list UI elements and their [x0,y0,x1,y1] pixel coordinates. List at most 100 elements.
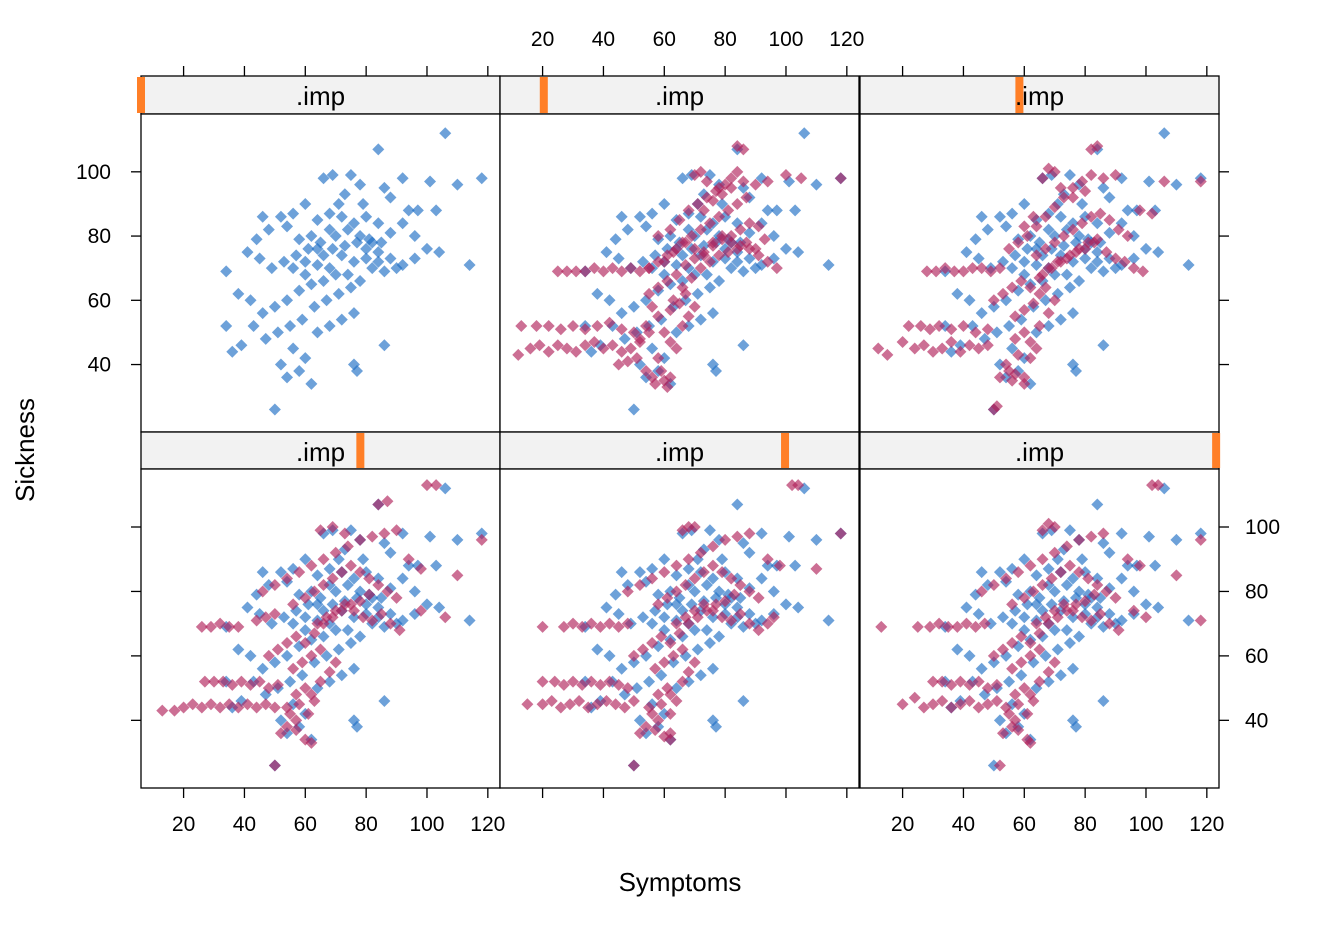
imputed-point [533,339,546,352]
imputed-point [664,727,677,740]
imputed-point [954,675,967,688]
imputed-point [670,342,683,355]
imputed-point [670,559,683,572]
imputed-point [676,643,689,656]
observed-point [1018,197,1031,210]
imputed-point [945,701,958,714]
imputed-point [927,698,940,711]
imputed-point [664,733,677,746]
imputed-point [779,169,792,182]
imputed-point [792,479,805,492]
observed-point [975,307,988,320]
observed-point [1079,252,1092,265]
observed-point [329,230,342,243]
imputed-point [268,759,281,772]
imputed-point [957,265,970,278]
imputed-point [911,620,924,633]
observed-point [341,624,354,637]
y-tick-label: 40 [1245,709,1268,732]
y-tick-label: 60 [88,289,111,312]
x-tick-label: 20 [172,813,195,836]
observed-point [1003,675,1016,688]
imputed-point [740,191,753,204]
observed-point [274,210,287,223]
imputed-point [554,701,567,714]
imputed-point [1048,656,1061,669]
observed-point [1048,230,1061,243]
observed-point [1073,585,1086,598]
imputed-point [287,598,300,611]
imputed-point [381,495,394,508]
observed-point [1063,637,1076,649]
observed-point [743,608,756,620]
imputed-point [655,630,668,643]
imputed-point [600,695,613,707]
observed-point [987,656,1000,669]
observed-point [1182,258,1195,271]
imputed-point [296,656,309,669]
imputed-point [936,342,949,355]
imputed-point [1082,236,1095,249]
imputed-point [1021,230,1034,243]
imputed-point [627,326,640,339]
observed-point [366,236,379,249]
imputed-point [1018,220,1031,233]
observed-point [360,242,373,255]
imputed-point [749,178,762,191]
observed-point [341,268,354,281]
imputed-point [475,533,488,546]
imputed-point [536,675,549,688]
observed-point [284,675,297,688]
observed-point [664,230,677,243]
imputed-point [975,262,988,275]
imputed-point [743,617,756,630]
observed-point [688,624,701,637]
imputed-point [582,701,595,714]
observed-point [375,236,388,249]
imputed-point [624,262,637,275]
imputed-point [281,720,294,733]
observed-point [618,332,631,345]
imputed-point [1066,223,1079,236]
observed-point [287,342,300,355]
imputed-point [643,287,656,300]
imputed-point [1033,287,1046,300]
observed-point [646,207,659,220]
x-tick-label: 20 [891,813,914,836]
x-tick-label: 20 [531,28,554,51]
observed-point [408,230,421,243]
imputed-point [664,336,677,349]
observed-point [226,345,239,358]
observed-point [783,530,796,543]
imputed-point [761,617,774,630]
imputed-point [1012,566,1025,579]
imputed-point [908,342,921,355]
imputed-point [652,281,665,294]
imputed-point [420,479,433,492]
imputed-point [326,572,339,585]
imputed-point [770,262,783,275]
imputed-point [305,736,318,749]
imputed-point [685,271,698,284]
observed-point [323,207,336,220]
observed-point [396,217,409,230]
imputed-point [917,701,930,714]
imputed-point [719,595,732,608]
imputed-point [1009,332,1022,345]
imputed-point [293,698,306,711]
strip-background [140,75,501,115]
imputed-point [588,262,601,275]
axes-layer: 20 40 60 80 100 120 20 40 60 80 100 120 20 40 60 80 100 1… [76,28,1280,836]
observed-point [329,585,342,598]
observed-point [1042,562,1055,575]
imputed-point [570,265,583,278]
imputed-point [1146,479,1159,492]
imputed-point [752,624,765,637]
imputed-point [226,678,239,691]
observed-point [1097,181,1110,194]
observed-point [1060,579,1073,591]
observed-point [652,588,665,601]
imputed-point [1021,707,1034,720]
observed-point [1048,624,1061,637]
imputed-point [725,172,738,185]
